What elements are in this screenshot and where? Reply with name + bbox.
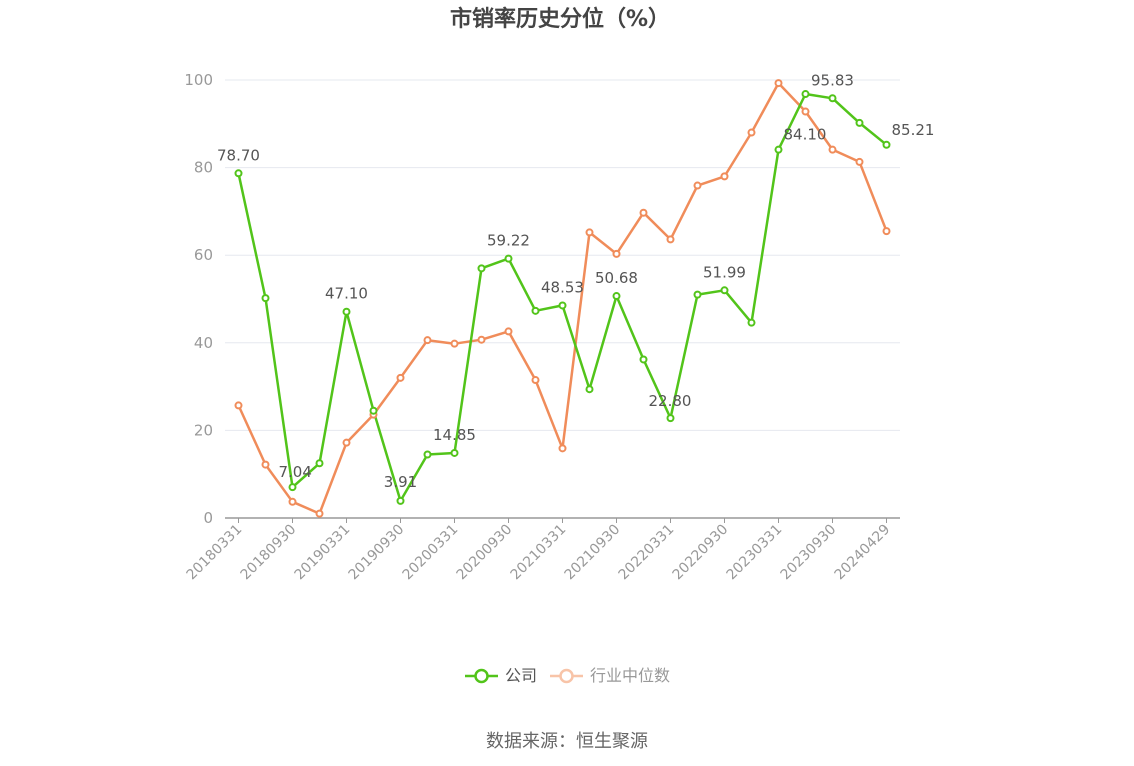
data-point bbox=[450, 339, 459, 348]
chart-title: 市销率历史分位（%） bbox=[450, 6, 670, 32]
data-point bbox=[612, 292, 621, 301]
data-point bbox=[720, 172, 729, 181]
data-point bbox=[315, 509, 324, 518]
legend-label: 行业中位数 bbox=[590, 666, 670, 685]
data-point bbox=[396, 373, 405, 382]
data-label: 7.04 bbox=[279, 463, 312, 481]
data-point bbox=[585, 228, 594, 237]
data-labels: 78.70 7.04 47.10 3.91 14.85 59.22 48.53 50.68 22… bbox=[217, 71, 934, 491]
data-label: 3.91 bbox=[384, 473, 417, 491]
data-point bbox=[504, 254, 513, 263]
data-point bbox=[774, 79, 783, 88]
data-point bbox=[504, 327, 513, 336]
data-point bbox=[477, 335, 486, 344]
data-point bbox=[747, 128, 756, 137]
source-note: 数据来源：恒生聚源 bbox=[486, 731, 648, 752]
data-point bbox=[315, 459, 324, 468]
series-points bbox=[234, 79, 891, 518]
data-point bbox=[288, 483, 297, 492]
x-tick-label: 20200331 bbox=[400, 522, 462, 584]
data-point bbox=[288, 497, 297, 506]
y-tick-label: 20 bbox=[194, 421, 213, 439]
data-point bbox=[261, 460, 270, 469]
data-point bbox=[234, 401, 243, 410]
data-point bbox=[666, 414, 675, 423]
data-point bbox=[855, 157, 864, 166]
data-point bbox=[882, 227, 891, 236]
legend[interactable]: 公司 行业中位数 bbox=[465, 666, 670, 685]
data-point bbox=[774, 145, 783, 154]
data-point bbox=[477, 264, 486, 273]
data-point bbox=[531, 376, 540, 385]
y-tick-label: 100 bbox=[184, 71, 213, 89]
data-label: 78.70 bbox=[217, 146, 260, 164]
legend-swatch-marker bbox=[559, 668, 574, 684]
y-tick-label: 0 bbox=[203, 509, 213, 527]
data-label: 22.80 bbox=[649, 392, 692, 410]
data-point bbox=[693, 181, 702, 190]
data-point bbox=[828, 94, 837, 103]
y-tick-label: 40 bbox=[194, 334, 213, 352]
x-tick-label: 20180331 bbox=[184, 522, 246, 584]
data-point bbox=[639, 208, 648, 217]
data-point bbox=[450, 448, 459, 457]
data-point bbox=[693, 290, 702, 299]
data-point bbox=[234, 169, 243, 178]
x-tick-label: 20190331 bbox=[292, 522, 354, 584]
x-tick-label: 20240429 bbox=[832, 522, 894, 584]
data-label: 50.68 bbox=[595, 269, 638, 287]
x-tick-label: 20230930 bbox=[778, 522, 840, 584]
data-point bbox=[720, 286, 729, 295]
legend-item[interactable]: 公司 bbox=[465, 666, 537, 685]
data-point bbox=[828, 145, 837, 154]
y-tick-label: 80 bbox=[194, 159, 213, 177]
data-label: 51.99 bbox=[703, 263, 746, 281]
data-point bbox=[855, 118, 864, 127]
data-point bbox=[666, 235, 675, 244]
data-label: 85.21 bbox=[892, 121, 935, 139]
data-label: 95.83 bbox=[811, 71, 854, 89]
data-point bbox=[342, 307, 351, 316]
legend-swatch-marker bbox=[474, 668, 489, 684]
data-label: 84.10 bbox=[784, 126, 827, 144]
data-point bbox=[801, 107, 810, 116]
x-tick-label: 20210930 bbox=[562, 522, 624, 584]
y-axis: 0 20 40 60 80 100 bbox=[184, 71, 213, 527]
data-point bbox=[423, 450, 432, 459]
data-point bbox=[369, 406, 378, 415]
x-tick-label: 20220331 bbox=[616, 522, 678, 584]
data-label: 47.10 bbox=[325, 285, 368, 303]
data-label: 48.53 bbox=[541, 278, 584, 296]
data-point bbox=[396, 496, 405, 505]
data-point bbox=[531, 306, 540, 315]
data-point bbox=[639, 355, 648, 364]
legend-label: 公司 bbox=[505, 666, 537, 685]
data-point bbox=[342, 438, 351, 447]
x-tick-label: 20230331 bbox=[724, 522, 786, 584]
data-point bbox=[585, 385, 594, 394]
legend-item[interactable]: 行业中位数 bbox=[550, 666, 670, 685]
data-point bbox=[747, 318, 756, 327]
data-point bbox=[261, 294, 270, 303]
x-tick-label: 20220930 bbox=[670, 522, 732, 584]
data-point bbox=[558, 444, 567, 453]
data-point bbox=[558, 301, 567, 310]
x-tick-label: 20180930 bbox=[238, 522, 300, 584]
grid bbox=[225, 79, 900, 431]
y-tick-label: 60 bbox=[194, 246, 213, 264]
x-tick-label: 20200930 bbox=[454, 522, 516, 584]
data-point bbox=[801, 90, 810, 99]
data-label: 14.85 bbox=[433, 426, 476, 444]
data-point bbox=[423, 336, 432, 345]
x-tick-label: 20190930 bbox=[346, 522, 408, 584]
data-label: 59.22 bbox=[487, 232, 530, 250]
x-tick-label: 20210331 bbox=[508, 522, 570, 584]
data-point bbox=[882, 140, 891, 149]
x-axis: 2018033120180930201903312019093020200331… bbox=[184, 517, 900, 584]
data-point bbox=[612, 249, 621, 258]
